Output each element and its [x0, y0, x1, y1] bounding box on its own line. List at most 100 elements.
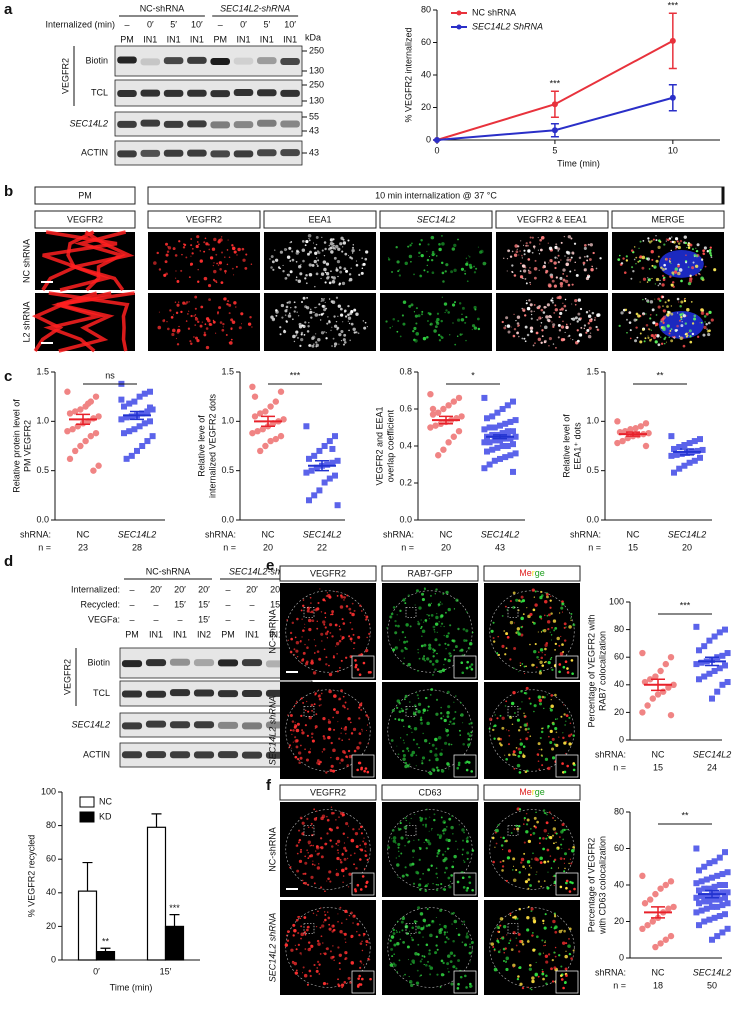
puncta — [437, 333, 441, 337]
puncta — [541, 664, 545, 667]
dot — [714, 933, 721, 940]
puncta — [158, 268, 162, 271]
puncta — [453, 701, 455, 703]
puncta — [361, 962, 363, 964]
puncta — [419, 718, 423, 722]
puncta — [282, 264, 284, 266]
puncta — [367, 942, 369, 944]
dot — [662, 881, 669, 889]
dot — [491, 424, 498, 431]
puncta — [300, 848, 303, 851]
puncta — [395, 246, 398, 249]
dot — [144, 438, 151, 445]
blot-band — [140, 89, 161, 97]
puncta — [342, 832, 346, 835]
puncta — [543, 812, 546, 814]
puncta — [663, 263, 666, 267]
puncta — [544, 944, 546, 947]
puncta — [326, 843, 328, 845]
puncta — [308, 272, 313, 277]
puncta — [205, 345, 210, 350]
puncta — [353, 914, 356, 917]
blot-band — [193, 751, 215, 759]
puncta — [421, 756, 426, 760]
puncta — [440, 706, 442, 709]
dot — [64, 428, 71, 435]
puncta — [559, 974, 563, 977]
dot — [510, 428, 516, 435]
puncta — [337, 852, 340, 854]
puncta — [411, 849, 416, 853]
puncta — [521, 701, 523, 703]
error-bar — [130, 410, 144, 421]
puncta — [513, 253, 518, 257]
puncta — [213, 237, 217, 242]
puncta — [443, 625, 445, 628]
inset — [453, 970, 477, 994]
puncta — [308, 854, 312, 858]
puncta — [586, 329, 590, 333]
puncta — [394, 624, 398, 627]
puncta — [452, 939, 455, 943]
puncta — [540, 748, 543, 751]
puncta — [307, 852, 309, 854]
puncta — [369, 670, 372, 674]
dot — [676, 443, 683, 450]
roi — [303, 923, 315, 935]
lane-label: IN1 — [283, 34, 297, 44]
puncta — [461, 853, 464, 856]
puncta — [677, 271, 681, 276]
puncta — [679, 313, 682, 316]
dot — [701, 643, 708, 650]
puncta — [703, 315, 707, 318]
dot — [693, 845, 700, 852]
puncta — [657, 255, 660, 258]
dot — [696, 676, 702, 683]
x-label-prefix: shRNA: — [205, 529, 236, 539]
puncta — [677, 273, 679, 275]
puncta — [289, 729, 292, 732]
puncta — [424, 696, 428, 700]
puncta — [283, 329, 286, 332]
puncta — [561, 847, 563, 849]
x-tick-label: 0 — [434, 145, 439, 155]
puncta — [670, 339, 674, 343]
puncta — [538, 698, 543, 703]
puncta — [308, 344, 311, 347]
puncta — [438, 242, 441, 246]
puncta — [407, 662, 411, 667]
puncta — [587, 274, 590, 277]
puncta — [203, 250, 206, 253]
puncta — [547, 860, 550, 863]
puncta — [434, 951, 438, 955]
puncta — [466, 851, 470, 855]
puncta — [420, 625, 423, 628]
puncta — [422, 872, 424, 875]
condition-label: VEGFa: — [88, 614, 120, 624]
puncta — [365, 846, 367, 848]
puncta — [345, 269, 349, 273]
dot — [77, 442, 84, 450]
puncta — [315, 345, 318, 348]
puncta — [442, 973, 445, 976]
puncta — [418, 931, 421, 934]
condition-value: 20′ — [246, 584, 258, 594]
puncta — [409, 822, 411, 824]
puncta — [587, 334, 592, 339]
puncta — [352, 327, 356, 332]
puncta — [224, 272, 227, 274]
puncta — [348, 322, 351, 325]
puncta — [288, 300, 292, 304]
puncta — [477, 246, 479, 248]
puncta — [452, 965, 456, 969]
puncta — [331, 613, 334, 616]
puncta — [399, 821, 402, 825]
puncta — [523, 714, 526, 717]
puncta — [561, 643, 564, 646]
dot — [257, 447, 264, 455]
puncta — [291, 733, 293, 736]
y-tick-label: 20 — [614, 916, 624, 926]
puncta — [456, 928, 458, 930]
puncta — [290, 241, 293, 243]
puncta — [392, 606, 396, 609]
